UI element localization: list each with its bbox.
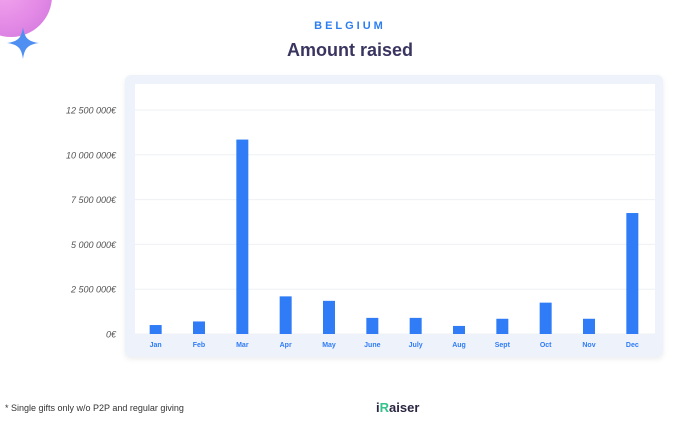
iraiser-logo: iRaiser — [376, 400, 420, 415]
x-tick-label-aug: Aug — [452, 342, 466, 349]
bar-jan — [149, 325, 162, 334]
x-tick-label-apr: Apr — [280, 342, 292, 349]
x-tick-label-july: July — [409, 342, 423, 349]
y-tick-label: 0€ — [106, 330, 117, 340]
bar-aug — [453, 325, 465, 334]
footnote: * Single gifts only w/o P2P and regular … — [5, 403, 184, 413]
y-tick-label: 2 500 000€ — [70, 285, 117, 295]
x-tick-label-dec: Dec — [626, 342, 639, 349]
country-label: BELGIUM — [314, 20, 386, 32]
bar-mar — [236, 139, 249, 334]
x-tick-label-jan: Jan — [150, 342, 162, 349]
y-tick-label: 5 000 000€ — [71, 240, 117, 250]
x-tick-label-oct: Oct — [540, 342, 552, 349]
bar-sept — [496, 318, 509, 334]
bar-oct — [539, 302, 552, 334]
bar-may — [323, 300, 335, 334]
x-tick-label-sept: Sept — [495, 342, 511, 349]
x-tick-label-mar: Mar — [236, 342, 249, 349]
x-tick-label-june: June — [364, 342, 380, 349]
bar-feb — [193, 321, 205, 334]
sparkle-icon — [7, 27, 39, 59]
y-tick-label: 12 500 000€ — [66, 106, 117, 116]
bar-july — [409, 317, 422, 334]
x-tick-label-feb: Feb — [193, 342, 205, 349]
bar-dec — [626, 213, 639, 334]
bar-june — [366, 317, 379, 334]
x-tick-label-nov: Nov — [582, 342, 595, 349]
bar-apr — [279, 296, 292, 334]
x-tick-label-may: May — [322, 342, 336, 349]
bar-nov — [583, 318, 595, 334]
y-tick-label: 10 000 000€ — [66, 150, 117, 160]
chart-plot-background — [135, 84, 655, 334]
y-tick-label: 7 500 000€ — [71, 195, 117, 205]
chart-title: Amount raised — [286, 40, 414, 60]
